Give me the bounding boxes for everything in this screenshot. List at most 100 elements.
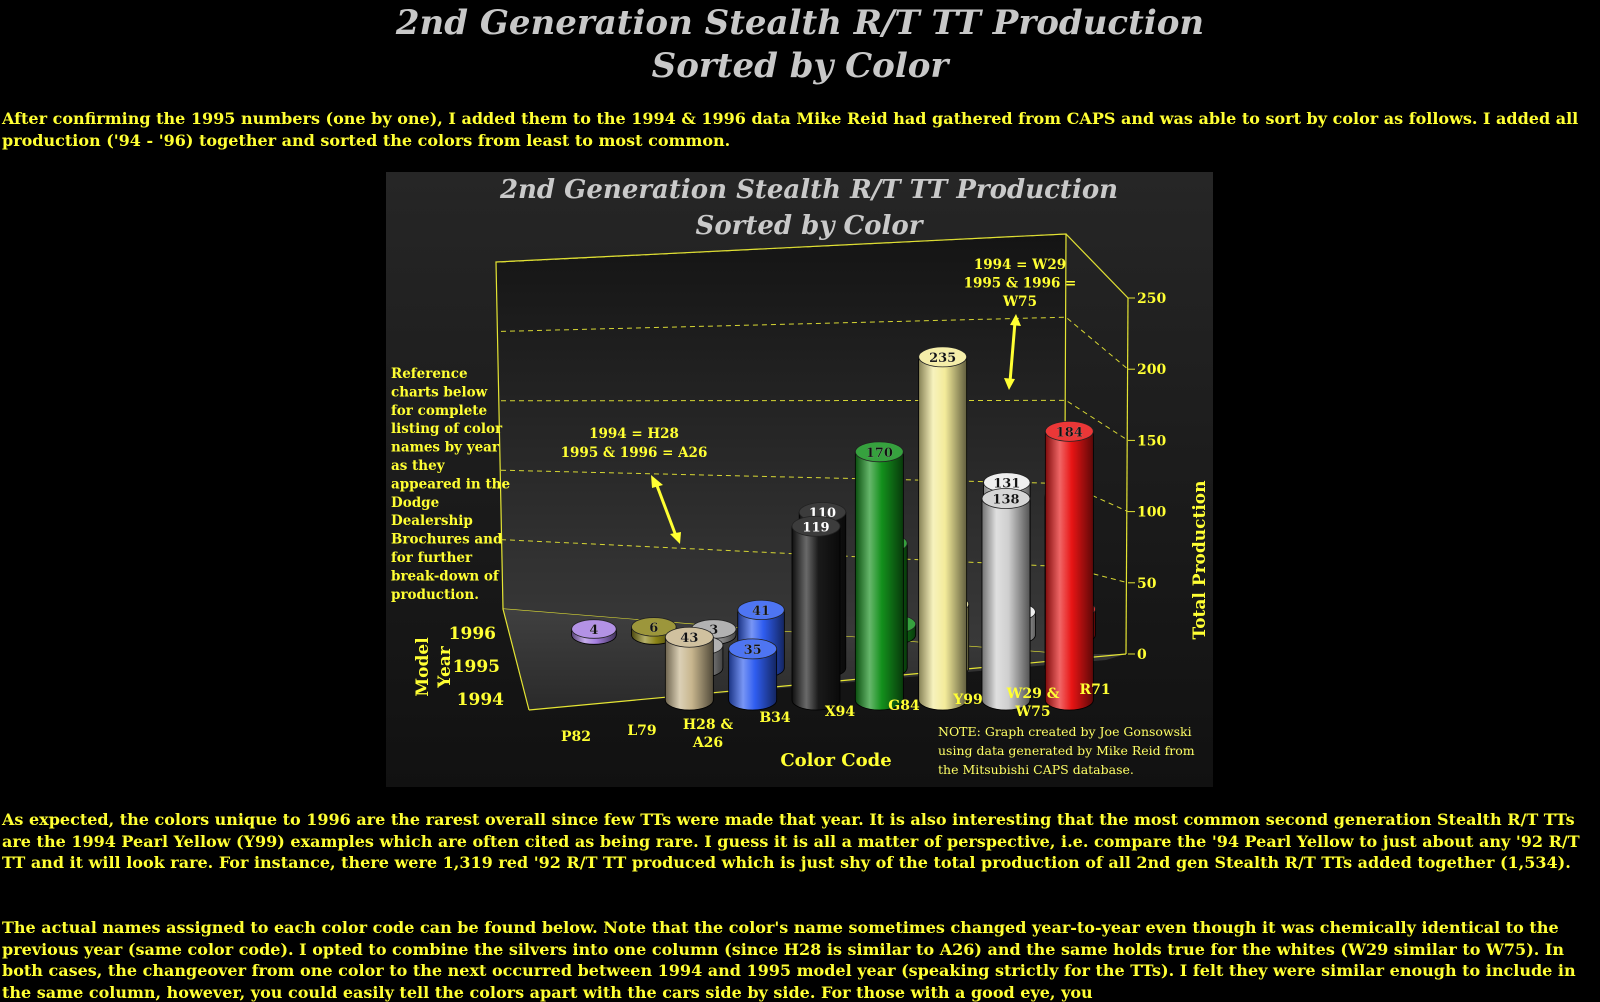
category-label-x94: X94 — [825, 704, 856, 720]
reference-note-line: Dodge — [391, 495, 439, 511]
bar-p82-1996: 4 — [571, 619, 617, 645]
reference-note: Reference charts below for complete listing… — [391, 366, 510, 603]
silver-arrow-head-top — [651, 475, 663, 488]
white-note-line: W75 — [1002, 294, 1037, 310]
reference-note-line: Brochures and — [391, 532, 503, 548]
chart-gridlines — [500, 233, 1129, 584]
bar-g84-1994: 170 — [854, 441, 904, 711]
credit-note-line: the Mitsubishi CAPS database. — [938, 762, 1134, 777]
category-label-p82: P82 — [561, 729, 591, 745]
bar-x94-1994: 119 — [791, 515, 841, 711]
reference-note-line: names by year — [391, 440, 500, 456]
bar-body — [664, 636, 714, 711]
gridline-250 — [500, 233, 1129, 299]
paragraph-3: The actual names assigned to each color … — [2, 918, 1576, 1002]
production-chart-svg: 4638171916411108845131122433511917023513… — [386, 172, 1213, 787]
category-label-y99: Y99 — [952, 692, 982, 708]
category-label-w29-w75: W29 & W75 — [1006, 686, 1060, 720]
white-arrow-head-top — [1010, 314, 1021, 326]
bar-y99-1994: 235 — [918, 346, 968, 711]
page-title-line1: 2nd Generation Stealth R/T TT Production — [395, 3, 1205, 43]
bar-value-label: 3 — [709, 623, 718, 638]
credit-note: NOTE: Graph created by Joe Gonsowski usin… — [938, 724, 1195, 777]
white-arrow-head-bottom — [1004, 378, 1015, 390]
bar-top — [1044, 420, 1094, 442]
reference-note-line: break-down of — [391, 568, 500, 584]
bar-body — [981, 498, 1031, 711]
reference-note-line: Dealership — [391, 513, 473, 529]
x-axis-label: Color Code — [780, 750, 891, 771]
bar-top — [631, 617, 677, 637]
category-label-line: W75 — [1014, 704, 1050, 720]
bar-value-label: 35 — [744, 643, 762, 658]
category-label-line: W29 & — [1006, 686, 1060, 702]
page-title: 2nd Generation Stealth R/T TT Production… — [0, 2, 1600, 88]
depth-axis-label-line: Year — [435, 645, 455, 688]
y-tick-label-100: 100 — [1137, 505, 1166, 521]
category-label-line: A26 — [692, 735, 723, 751]
reference-note-line: production. — [391, 587, 479, 603]
depth-axis-label-text: Model Year — [413, 637, 455, 697]
back-wall — [495, 233, 1067, 655]
bar-value-label: 4 — [589, 623, 598, 638]
depth-axis-label: Model Year — [413, 637, 455, 697]
chart-axes: 0 50 100 150 200 250 P82 L79 H28 & A26 B34 X94 G84 Y9… — [413, 291, 1166, 751]
y-tick-label-50: 50 — [1137, 576, 1157, 592]
bar-value-label: 170 — [866, 446, 893, 461]
bar-value-label: 138 — [992, 493, 1019, 508]
year-label-1995: 1995 — [453, 657, 500, 677]
year-label-1994: 1994 — [457, 690, 504, 710]
bar-body — [854, 451, 904, 711]
bar-top — [918, 346, 968, 368]
bar-value-label: 6 — [649, 621, 658, 636]
bar-value-label: 184 — [1056, 425, 1083, 440]
silver-note-line: 1995 & 1996 = A26 — [561, 445, 708, 461]
category-label-line: H28 & — [683, 717, 734, 733]
bar-top — [981, 488, 1031, 509]
page-title-line2: Sorted by Color — [651, 46, 949, 86]
credit-note-line: NOTE: Graph created by Joe Gonsowski — [938, 724, 1192, 739]
chart-annotations: Reference charts below for complete listing… — [391, 257, 1195, 777]
bar-value-label: 235 — [929, 351, 956, 366]
reference-note-line: Reference — [391, 366, 468, 382]
y-tick-label-200: 200 — [1137, 362, 1166, 378]
bar-top — [571, 619, 617, 639]
bar-value-label: 41 — [752, 604, 770, 619]
reference-note-line: for complete — [391, 403, 487, 419]
reference-note-line: charts below — [391, 384, 488, 400]
silver-note: 1994 = H28 1995 & 1996 = A26 — [561, 426, 708, 461]
bar-top — [791, 515, 841, 537]
y-axis-label: Total Production — [1190, 481, 1210, 640]
category-label-r71: R71 — [1079, 682, 1110, 698]
reference-note-line: as they — [391, 458, 446, 474]
depth-axis-label-line: Model — [413, 637, 433, 697]
bar-w29-w75-1994: 138 — [981, 488, 1031, 711]
production-chart: 4638171916411108845131122433511917023513… — [386, 172, 1213, 787]
bar-top — [664, 626, 714, 648]
bar-top — [854, 441, 904, 463]
bar-top — [737, 599, 785, 621]
silver-arrow-shaft — [654, 482, 678, 537]
chart-title: 2nd Generation Stealth R/T TT Production — [499, 175, 1118, 205]
bar-top — [728, 638, 778, 660]
bar-value-label: 131 — [993, 476, 1020, 491]
silver-note-line: 1994 = H28 — [589, 426, 679, 442]
paragraph-2: As expected, the colors unique to 1996 a… — [2, 810, 1580, 872]
bar-value-label: 119 — [802, 520, 829, 535]
y-tick-label-150: 150 — [1137, 433, 1166, 449]
white-note-line: 1995 & 1996 = — [964, 276, 1077, 292]
gridline-150 — [500, 399, 1129, 441]
depth-axis-line — [502, 608, 530, 711]
white-note-line: 1994 = W29 — [974, 257, 1066, 273]
chart-subtitle: Sorted by Color — [696, 211, 925, 241]
category-label-g84: G84 — [888, 698, 920, 714]
y-tick-label-0: 0 — [1137, 647, 1147, 663]
category-label-l79: L79 — [627, 723, 656, 739]
category-label-b34: B34 — [759, 710, 791, 726]
bar-body — [728, 648, 778, 711]
y-tick-label-250: 250 — [1137, 291, 1166, 307]
bar-body — [1044, 430, 1094, 711]
white-note: 1994 = W29 1995 & 1996 = W75 — [964, 257, 1077, 310]
intro-paragraph: After confirming the 1995 numbers (one b… — [2, 109, 1579, 150]
category-label-h28-a26: H28 & A26 — [683, 717, 734, 751]
